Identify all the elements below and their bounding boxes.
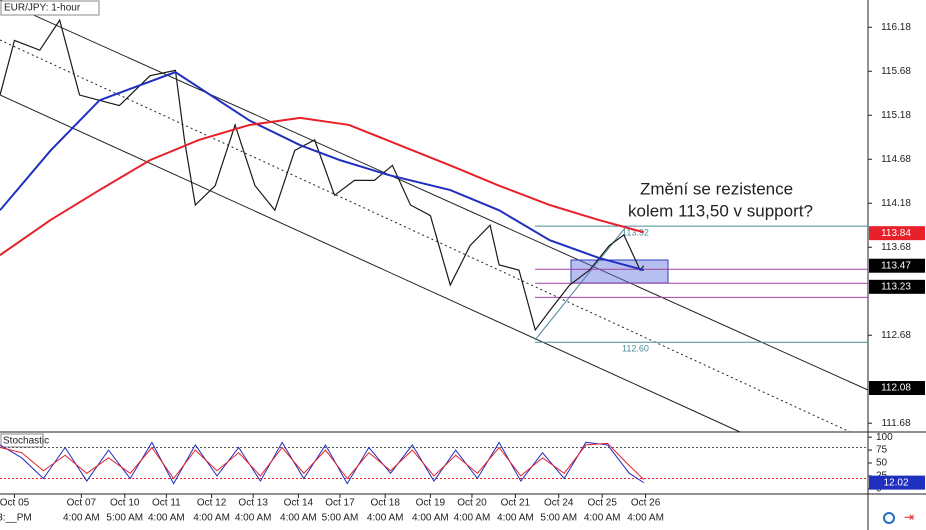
x-tick-time: 5:00 AM	[322, 513, 359, 524]
series-line	[0, 18, 645, 332]
x-tick-label: Oct 13	[238, 498, 268, 509]
x-tick-label: Oct 24	[544, 498, 574, 509]
annotation: kolem 113,50 v support?	[628, 201, 813, 220]
y-tick-label: 114.68	[881, 154, 911, 165]
x-tick-label: Oct 12	[197, 498, 227, 509]
price-label-box	[869, 226, 925, 241]
x-tick-time: 4:00 AM	[584, 513, 621, 524]
icon[interactable]: ⇥	[904, 510, 914, 524]
x-tick-label: Oct 26	[631, 498, 661, 509]
x-tick-time: 4:00 AM	[367, 513, 404, 524]
channel	[0, 0, 869, 433]
price-label: 112.08	[881, 383, 911, 394]
price-label: 113.23	[881, 281, 911, 292]
x-tick-time: 4:00 AM	[454, 513, 491, 524]
x-tick-label: Oct 21	[501, 498, 531, 509]
y-tick-label: 115.18	[881, 110, 911, 121]
y-tick-label: 50	[876, 458, 888, 469]
y-tick-label: 111.68	[881, 418, 911, 429]
price-label-box	[869, 381, 925, 396]
channel-mid	[0, 39, 851, 433]
x-tick-label: Oct 20	[457, 498, 487, 509]
price-label: 113.47	[881, 260, 911, 271]
x-tick-label: Oct 19	[416, 498, 446, 509]
channel-top	[0, 0, 869, 391]
x-tick-label: Oct 14	[284, 498, 314, 509]
x-tick-time: 4:00 AM	[193, 513, 230, 524]
level-label: 113.92	[622, 227, 649, 237]
toolbar: ⇥	[883, 510, 914, 524]
stoch-label-box	[869, 475, 925, 490]
y-tick-label: 114.18	[881, 198, 911, 209]
x-tick-label: Oct 07	[67, 498, 97, 509]
y-tick-label: 115.68	[881, 66, 911, 77]
x-tick-time: 4:00 AM	[235, 513, 272, 524]
y-tick-label: 116.18	[881, 22, 911, 33]
price-label-box	[869, 279, 925, 294]
fib-line	[534, 227, 626, 341]
icon[interactable]	[883, 512, 895, 524]
series-line	[0, 441, 645, 485]
chart-title: EUR/JPY: 1-hour	[4, 3, 81, 14]
x-tick-time: 4:00 AM	[412, 513, 449, 524]
x-tick-label: Oct 05	[0, 498, 30, 509]
series-line	[0, 71, 645, 272]
x-tick-time: 5:00 AM	[106, 513, 143, 524]
x-tick-label: Oct 11	[152, 498, 181, 509]
stoch-label: 12.02	[883, 477, 908, 488]
y-tick-label: 75	[876, 445, 888, 456]
stoch-title: Stochastic	[3, 436, 49, 447]
price-label-box	[869, 258, 925, 273]
x-tick-label: Oct 17	[325, 498, 355, 509]
x-tick-time: 4:00 AM	[148, 513, 185, 524]
y-tick-label: 113.68	[881, 242, 911, 253]
channel-bottom	[0, 94, 741, 433]
x-tick-time: 4:00 AM	[280, 513, 317, 524]
price-label: 113.84	[881, 228, 911, 239]
x-tick-time: 5:00 AM	[540, 513, 577, 524]
y-tick-label: 100	[876, 432, 893, 443]
title-box	[0, 0, 100, 16]
series-line	[0, 116, 645, 256]
x-tick-time: 3:__PM	[0, 513, 32, 524]
level-label: 112.60	[622, 344, 649, 354]
x-tick-label: Oct 25	[587, 498, 617, 509]
x-tick-label: Oct 18	[370, 498, 400, 509]
x-tick-label: Oct 10	[110, 498, 140, 509]
x-tick-time: 4:00 AM	[497, 513, 534, 524]
x-tick-time: 4:00 AM	[627, 513, 664, 524]
series-line	[0, 442, 645, 480]
annotation: Změní se rezistence	[640, 179, 793, 198]
y-tick-label: 112.68	[881, 330, 911, 341]
x-tick-time: 4:00 AM	[63, 513, 100, 524]
